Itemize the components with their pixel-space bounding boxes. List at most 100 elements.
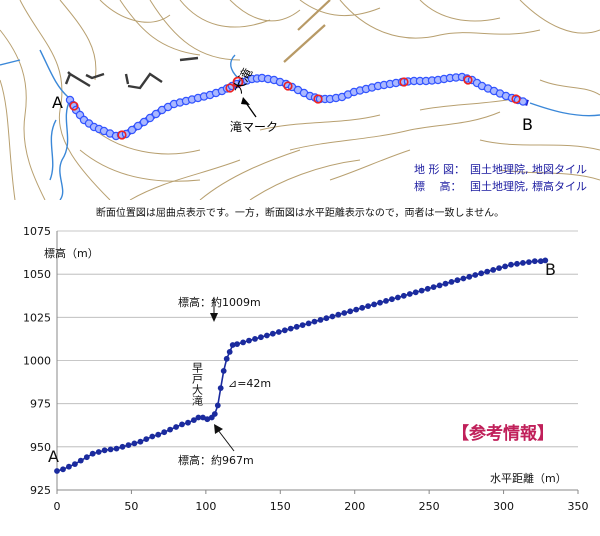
- contour-line: [79, 149, 201, 182]
- profile-point: [107, 446, 114, 453]
- river-line: [39, 49, 69, 98]
- contour-line: [0, 29, 46, 201]
- profile-point: [234, 341, 241, 347]
- profile-point: [125, 442, 132, 448]
- profile-point: [101, 447, 108, 454]
- profile-point: [269, 330, 276, 337]
- profile-point: [514, 260, 520, 267]
- profile-point: [520, 260, 526, 266]
- annotation-height-diff: ⊿=42m: [228, 377, 271, 390]
- profile-point: [311, 318, 318, 325]
- y-tick-label: 975: [30, 398, 51, 411]
- profile-point: [223, 355, 230, 362]
- profile-point: [258, 334, 264, 341]
- profile-point: [335, 311, 342, 318]
- route-waypoint: [313, 94, 323, 104]
- profile-point: [389, 296, 395, 303]
- profile-point: [317, 317, 324, 323]
- profile-point: [472, 272, 479, 278]
- profile-point: [383, 298, 389, 304]
- profile-point: [240, 339, 247, 346]
- profile-point: [143, 436, 150, 442]
- route-line: [65, 72, 529, 141]
- profile-point: [72, 461, 78, 467]
- profile-line: [56, 259, 546, 472]
- profile-point: [305, 320, 312, 327]
- profile-point: [377, 299, 383, 306]
- chart-axes: 925 950 975 1000 1025 1050 1075 0 50 100 150 200 250…: [23, 225, 589, 513]
- x-tick-label: 200: [344, 500, 365, 513]
- river-line: [529, 102, 600, 117]
- profile-point: [185, 419, 191, 426]
- contour-line: [519, 0, 600, 34]
- profile-point: [287, 325, 294, 332]
- profile-point: [204, 416, 211, 423]
- profile-point: [424, 285, 431, 292]
- profile-point: [66, 463, 72, 470]
- profile-point: [131, 440, 138, 447]
- route-vertex: [127, 125, 137, 135]
- profile-point: [226, 349, 233, 355]
- y-tick-label: 1050: [23, 268, 51, 281]
- profile-point: [246, 337, 252, 344]
- route-waypoint: [511, 94, 521, 104]
- profile-point: [406, 291, 413, 297]
- contour-line: [299, 0, 381, 17]
- profile-point: [496, 265, 502, 271]
- profile-point: [371, 301, 377, 308]
- profile-point: [418, 287, 425, 294]
- credit-elevation-key: 標 高：: [414, 179, 462, 193]
- route-waypoint: [283, 81, 293, 91]
- profile-point: [341, 310, 348, 316]
- contour-line: [99, 0, 171, 23]
- profile-point: [537, 258, 544, 265]
- profile-point: [173, 424, 180, 430]
- profile-point: [95, 449, 102, 455]
- contour-line: [59, 0, 97, 81]
- annotation-bottom-arrowhead: [214, 424, 223, 434]
- map-point-b: B: [522, 115, 533, 134]
- profile-point: [484, 268, 491, 275]
- waterfall-marker-label: 滝マーク: [230, 120, 278, 134]
- contour-line: [119, 0, 201, 56]
- profile-point: [77, 457, 84, 464]
- profile-point: [293, 323, 300, 330]
- contour-line: [229, 0, 301, 22]
- profile-point: [329, 313, 336, 320]
- x-tick-label: 0: [54, 500, 61, 513]
- profile-point: [454, 277, 461, 284]
- y-axis-label: 標高（m）: [44, 246, 99, 260]
- profile-point: [347, 308, 354, 315]
- contour-line: [499, 169, 600, 181]
- profile-point: [119, 443, 126, 450]
- profile-point: [436, 282, 443, 289]
- profile-point: [83, 454, 90, 461]
- annotation-bottom-leader: [217, 429, 235, 452]
- road-line: [283, 24, 326, 63]
- profile-point: [149, 433, 156, 440]
- profile-point: [89, 450, 96, 457]
- contour-line: [129, 159, 241, 201]
- profile-point: [191, 417, 197, 423]
- x-axis-label: 水平距離（m）: [490, 471, 567, 485]
- x-tick-label: 150: [270, 500, 291, 513]
- reference-info-label: 【参考情報】: [452, 423, 554, 444]
- map-point-a: A: [52, 93, 63, 112]
- profile-point: [508, 261, 514, 268]
- contour-line: [249, 159, 361, 201]
- contour-line: [289, 111, 501, 151]
- river-lines: [0, 49, 600, 201]
- x-tick-label: 350: [568, 500, 589, 513]
- chart-annotations: 標高（m） 水平距離（m） A B 標高：約1009m 標高：約967m 早戸大…: [44, 246, 567, 485]
- profile-point: [60, 466, 66, 473]
- contour-line: [149, 0, 241, 61]
- chart-note: 断面位置図は屈曲点表示です。一方，断面図は水平距離表示なので，両者は一致しません…: [96, 206, 504, 219]
- profile-point: [113, 445, 120, 452]
- profile-point: [531, 258, 538, 265]
- profile-point: [395, 294, 401, 301]
- profile-point: [466, 273, 473, 280]
- contour-line: [259, 114, 381, 131]
- profile-point: [490, 267, 497, 273]
- profile-point: [161, 429, 168, 436]
- profile-point: [502, 263, 508, 270]
